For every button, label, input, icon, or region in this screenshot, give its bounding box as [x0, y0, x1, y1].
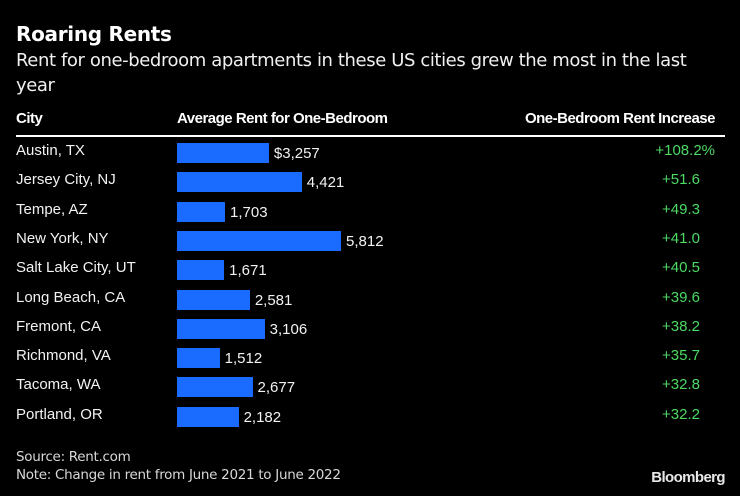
rent-bar: [177, 143, 269, 163]
table-row: Austin, TX $3,257 +108.2%: [0, 139, 740, 165]
increase-value-label: +35.7: [662, 347, 700, 365]
rent-bar: [177, 260, 225, 281]
increase-value-label: +32.8: [662, 376, 700, 394]
increase-value-label: +49.3: [662, 200, 700, 218]
increase-value-label: +38.2: [662, 317, 700, 335]
rent-bar: [177, 172, 302, 193]
rent-bar: [177, 377, 253, 398]
table-row: Jersey City, NJ 4,421 +51.6: [0, 168, 740, 194]
increase-value-label: +108.2%: [655, 142, 715, 159]
table-row: Tempe, AZ 1,703 +49.3: [0, 198, 740, 224]
rent-value-label: 1,703: [230, 203, 268, 221]
chart-footnote: Source: Rent.com Note: Change in rent fr…: [16, 448, 341, 484]
rent-value-label: 4,421: [306, 174, 345, 192]
city-label: Portland, OR: [16, 405, 103, 423]
table-row: Fremont, CA 3,106 +38.2: [0, 315, 740, 341]
column-header-increase: One-Bedroom Rent Increase: [524, 110, 716, 127]
table-row: New York, NY 5,812 +41.0: [0, 227, 740, 253]
increase-value-label: +41.0: [662, 229, 700, 247]
header-divider: [16, 135, 725, 137]
bloomberg-logo: Bloomberg: [651, 469, 725, 486]
column-header-city: City: [16, 110, 43, 127]
city-label: Tempe, AZ: [16, 200, 88, 218]
city-label: Richmond, VA: [16, 347, 111, 365]
city-label: Long Beach, CA: [16, 288, 126, 306]
increase-value-label: +32.2: [662, 405, 700, 423]
source-note: Source: Rent.com: [16, 449, 131, 465]
increase-value-label: +40.5: [662, 259, 700, 277]
increase-value-label: +39.6: [662, 288, 700, 306]
chart-title: Roaring Rents: [16, 22, 172, 46]
rent-value-label: 1,671: [229, 262, 267, 280]
table-row: Tacoma, WA 2,677 +32.8: [0, 373, 740, 399]
rent-bar: [177, 406, 239, 427]
table-row: Salt Lake City, UT 1,671 +40.5: [0, 256, 740, 282]
rent-value-label: 3,106: [269, 320, 308, 338]
rent-bar: [177, 318, 265, 339]
table-row: Long Beach, CA 2,581 +39.6: [0, 286, 740, 312]
city-label: Austin, TX: [16, 142, 85, 159]
increase-value-label: +51.6: [662, 171, 700, 189]
column-header-rent: Average Rent for One-Bedroom: [177, 110, 388, 127]
rent-value-label: 2,581: [254, 291, 293, 309]
rent-bar: [177, 230, 341, 251]
table-row: Richmond, VA 1,512 +35.7: [0, 344, 740, 370]
rent-bar: [177, 348, 220, 369]
rent-value-label: $3,257: [273, 145, 320, 162]
chart-subtitle: Rent for one-bedroom apartments in these…: [16, 50, 687, 96]
rent-bar: [177, 201, 226, 222]
rent-bar: [177, 289, 250, 310]
rent-value-label: 5,812: [346, 232, 384, 250]
method-note: Note: Change in rent from June 2021 to J…: [16, 467, 341, 483]
rent-value-label: 2,182: [243, 408, 282, 426]
city-label: Salt Lake City, UT: [16, 259, 136, 277]
rent-value-label: 2,677: [257, 379, 296, 397]
table-row: Portland, OR 2,182 +32.2: [0, 403, 740, 429]
city-label: Fremont, CA: [16, 317, 102, 335]
rent-value-label: 1,512: [224, 350, 263, 368]
city-label: Jersey City, NJ: [16, 171, 116, 189]
city-label: New York, NY: [16, 229, 109, 247]
city-label: Tacoma, WA: [16, 376, 101, 394]
